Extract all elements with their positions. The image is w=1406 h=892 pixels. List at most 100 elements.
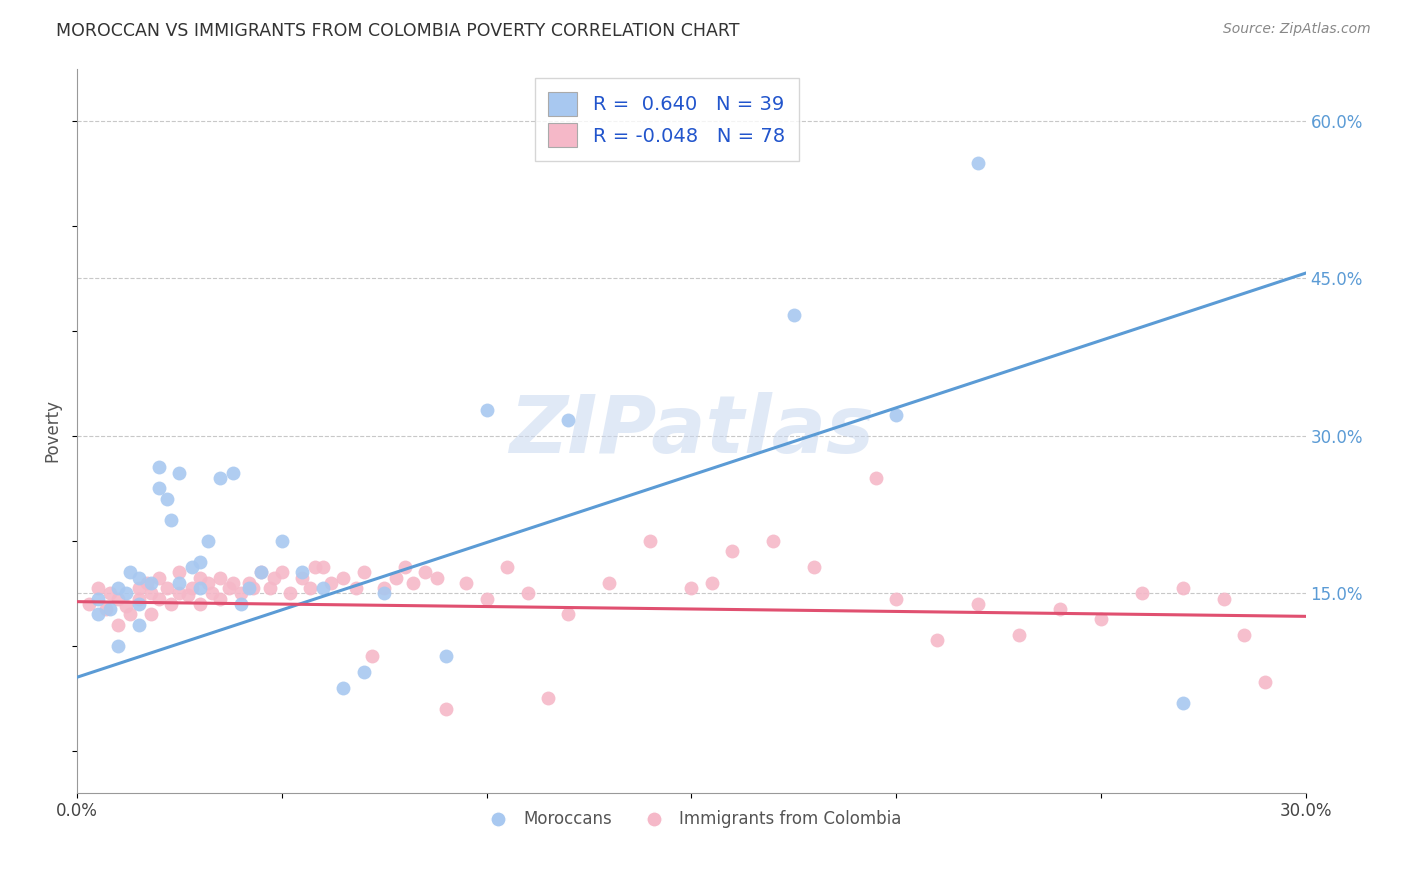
Point bbox=[98, 586, 121, 600]
Point bbox=[1049, 602, 1071, 616]
Point bbox=[1253, 675, 1275, 690]
Point bbox=[197, 533, 219, 548]
Point bbox=[1171, 581, 1194, 595]
Text: Source: ZipAtlas.com: Source: ZipAtlas.com bbox=[1223, 22, 1371, 37]
Point bbox=[188, 597, 211, 611]
Point bbox=[803, 560, 825, 574]
Point bbox=[128, 570, 150, 584]
Point bbox=[156, 491, 179, 506]
Point bbox=[139, 607, 162, 622]
Point bbox=[238, 575, 260, 590]
Point bbox=[139, 575, 162, 590]
Point bbox=[1008, 628, 1031, 642]
Point bbox=[967, 597, 990, 611]
Point bbox=[98, 602, 121, 616]
Point bbox=[169, 566, 191, 580]
Point bbox=[135, 575, 157, 590]
Point bbox=[1130, 586, 1153, 600]
Point bbox=[128, 581, 150, 595]
Point bbox=[332, 570, 354, 584]
Point bbox=[263, 570, 285, 584]
Point bbox=[413, 566, 436, 580]
Point bbox=[700, 575, 723, 590]
Point bbox=[86, 591, 108, 606]
Point bbox=[160, 597, 183, 611]
Point bbox=[884, 591, 907, 606]
Point bbox=[128, 617, 150, 632]
Point bbox=[229, 597, 252, 611]
Text: ZIPatlas: ZIPatlas bbox=[509, 392, 873, 469]
Point bbox=[1212, 591, 1234, 606]
Point bbox=[128, 591, 150, 606]
Point bbox=[86, 607, 108, 622]
Point bbox=[385, 570, 408, 584]
Point bbox=[884, 408, 907, 422]
Point bbox=[128, 597, 150, 611]
Point bbox=[270, 566, 292, 580]
Point bbox=[278, 586, 301, 600]
Point bbox=[762, 533, 785, 548]
Point bbox=[209, 591, 232, 606]
Point bbox=[169, 586, 191, 600]
Point bbox=[291, 570, 314, 584]
Point bbox=[107, 591, 129, 606]
Point bbox=[259, 581, 281, 595]
Point bbox=[496, 560, 519, 574]
Point bbox=[598, 575, 620, 590]
Point bbox=[115, 586, 138, 600]
Point bbox=[148, 481, 170, 495]
Point bbox=[94, 602, 117, 616]
Point bbox=[557, 413, 579, 427]
Point bbox=[332, 681, 354, 695]
Point bbox=[353, 665, 375, 679]
Point bbox=[218, 581, 240, 595]
Point bbox=[238, 581, 260, 595]
Point bbox=[107, 581, 129, 595]
Point bbox=[402, 575, 425, 590]
Point bbox=[373, 581, 395, 595]
Point bbox=[115, 599, 138, 613]
Point bbox=[782, 308, 804, 322]
Point bbox=[221, 575, 243, 590]
Point bbox=[180, 581, 202, 595]
Point bbox=[242, 581, 264, 595]
Point bbox=[312, 581, 335, 595]
Point bbox=[312, 560, 335, 574]
Point bbox=[304, 560, 326, 574]
Point bbox=[475, 591, 498, 606]
Point bbox=[394, 560, 416, 574]
Point bbox=[139, 586, 162, 600]
Point bbox=[188, 555, 211, 569]
Point bbox=[456, 575, 478, 590]
Point bbox=[79, 597, 101, 611]
Point bbox=[681, 581, 703, 595]
Point bbox=[86, 581, 108, 595]
Point bbox=[107, 617, 129, 632]
Point bbox=[426, 570, 449, 584]
Point bbox=[176, 588, 198, 602]
Point bbox=[188, 581, 211, 595]
Point bbox=[270, 533, 292, 548]
Point bbox=[537, 691, 560, 706]
Point bbox=[319, 575, 342, 590]
Point bbox=[925, 633, 948, 648]
Point bbox=[516, 586, 538, 600]
Point bbox=[148, 460, 170, 475]
Y-axis label: Poverty: Poverty bbox=[44, 399, 60, 462]
Point bbox=[201, 586, 224, 600]
Point bbox=[434, 702, 457, 716]
Point bbox=[640, 533, 662, 548]
Point bbox=[169, 466, 191, 480]
Point bbox=[156, 581, 179, 595]
Point bbox=[373, 586, 395, 600]
Point bbox=[434, 649, 457, 664]
Point bbox=[148, 570, 170, 584]
Point bbox=[1233, 628, 1256, 642]
Point bbox=[209, 570, 232, 584]
Legend: Moroccans, Immigrants from Colombia: Moroccans, Immigrants from Colombia bbox=[475, 804, 908, 835]
Point bbox=[250, 566, 273, 580]
Point bbox=[865, 471, 887, 485]
Point bbox=[169, 575, 191, 590]
Point bbox=[188, 570, 211, 584]
Point bbox=[557, 607, 579, 622]
